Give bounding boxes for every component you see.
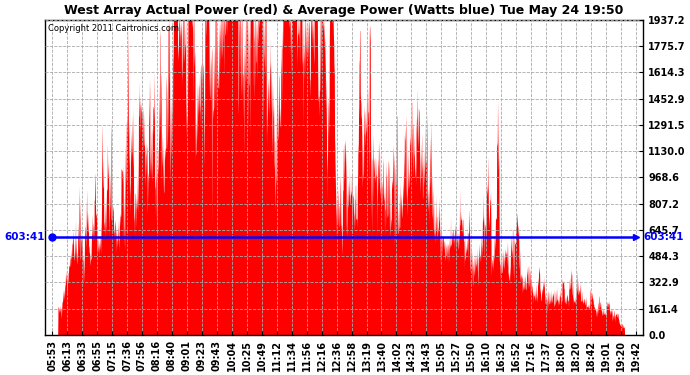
Text: Copyright 2011 Cartronics.com: Copyright 2011 Cartronics.com <box>48 24 179 33</box>
Title: West Array Actual Power (red) & Average Power (Watts blue) Tue May 24 19:50: West Array Actual Power (red) & Average … <box>64 4 624 17</box>
Text: 603:41: 603:41 <box>4 232 45 242</box>
Text: 603:41: 603:41 <box>644 232 684 242</box>
